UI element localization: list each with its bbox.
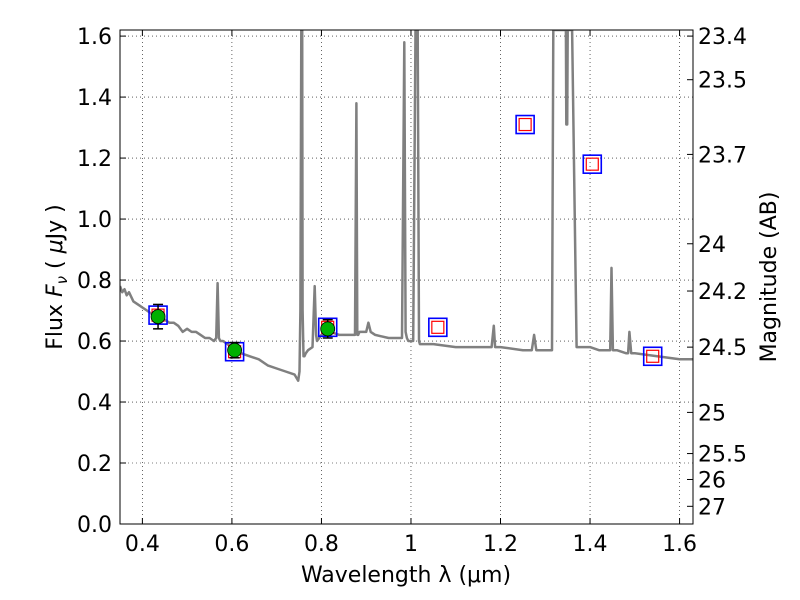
y2-tick-label: 23.4 (698, 25, 747, 50)
x-tick-label: 1.2 (483, 532, 518, 557)
y2-tick-label: 25.5 (698, 443, 747, 468)
y2-tick-label: 24.5 (698, 336, 747, 361)
x-tick-label: 0.4 (125, 532, 160, 557)
y-label-flux: Flux (43, 297, 68, 350)
observed-point (320, 321, 336, 337)
observed-point (227, 342, 243, 358)
x-axis-label: Wavelength λ (μm) (301, 563, 511, 588)
y2-tick-label: 26 (698, 468, 726, 493)
y2-tick-label: 27 (698, 495, 726, 520)
y-tick-label: 0.0 (77, 513, 112, 538)
x-tick-label: 0.6 (214, 532, 249, 557)
y-tick-label: 0.2 (77, 452, 112, 477)
axis-ticks: 0.4 0.6 0.8 1 1.2 1.4 1.6 0.0 0.2 0.4 0.6 0.8 1.0 1.2… (77, 25, 747, 557)
model-photometry-box (515, 114, 535, 135)
x-tick-label: 1.6 (662, 532, 697, 557)
spectrum-line (120, 30, 693, 382)
y-label-mu: μ (43, 239, 68, 254)
plot-frame (119, 29, 694, 525)
model-photometry-inner (431, 320, 445, 334)
y-label-nu-subscript: ν (53, 276, 71, 284)
y-tick-label: 1.4 (77, 86, 112, 111)
y-label-f-symbol: F (43, 284, 68, 297)
x-tick-label: 1 (404, 532, 418, 557)
model-photometry-box (582, 154, 603, 174)
observed-point (150, 309, 166, 325)
y-axis-label: Flux Fν ( μJy ) (43, 204, 71, 349)
model-photometry-inner (518, 117, 532, 132)
y2-tick-label: 23.7 (698, 143, 747, 168)
x-tick-label: 1.4 (573, 532, 608, 557)
y-tick-label: 0.4 (77, 391, 112, 416)
model-photometry-box (642, 346, 663, 367)
model-photometry-inner (585, 157, 599, 171)
y-tick-label: 1.0 (77, 208, 112, 233)
y2-tick-label: 23.5 (698, 69, 747, 94)
y-tick-label: 1.2 (77, 147, 112, 172)
y-tick-label: 1.6 (77, 25, 112, 50)
y2-axis-label: Magnitude (AB) (757, 192, 782, 363)
x-tick-label: 0.8 (304, 532, 339, 557)
y2-tick-label: 24 (698, 233, 726, 258)
model-photometry-inner (646, 349, 660, 363)
y-tick-label: 0.8 (77, 269, 112, 294)
model-photometry-box (428, 317, 448, 338)
plot-area (120, 30, 693, 382)
y-label-unit: Jy ) (43, 204, 68, 241)
y-tick-label: 0.6 (77, 330, 112, 355)
y2-tick-label: 24.2 (698, 280, 747, 305)
y2-tick-label: 25 (698, 401, 726, 426)
y-label-paren: ( (43, 253, 68, 276)
